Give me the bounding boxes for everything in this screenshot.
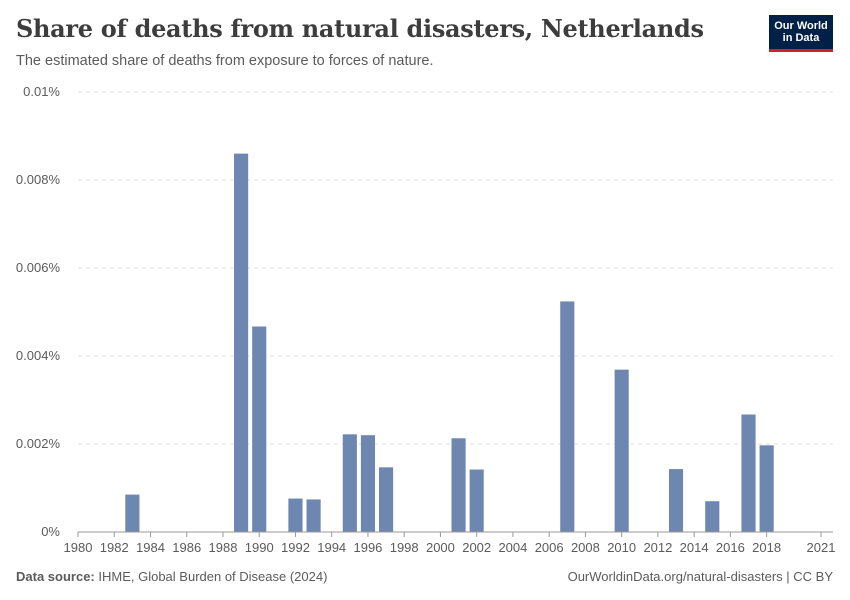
y-tick-label: 0.01%	[23, 84, 60, 99]
bar-2002[interactable]	[469, 469, 484, 532]
x-tick-label: 1984	[136, 540, 165, 555]
y-tick-label: 0.004%	[16, 348, 61, 363]
x-tick-label: 2021	[807, 540, 836, 555]
x-tick-label: 2006	[535, 540, 564, 555]
x-tick-label: 2018	[752, 540, 781, 555]
footer-links: OurWorldinData.org/natural-disasters | C…	[568, 569, 833, 584]
x-tick-label: 2014	[680, 540, 709, 555]
x-tick-label: 2000	[426, 540, 455, 555]
bar-2018[interactable]	[759, 445, 774, 532]
y-tick-label: 0.006%	[16, 260, 61, 275]
bar-2007[interactable]	[560, 301, 575, 532]
chart-subtitle: The estimated share of deaths from expos…	[16, 53, 434, 69]
footer-separator: |	[782, 569, 794, 584]
logo-line-1: Our World	[774, 20, 828, 32]
bar-1993[interactable]	[306, 499, 321, 532]
x-tick-label: 1990	[245, 540, 274, 555]
license-link[interactable]: CC BY	[793, 569, 833, 584]
bar-1996[interactable]	[360, 435, 376, 532]
y-tick-label: 0%	[41, 524, 60, 539]
x-tick-label: 2016	[716, 540, 745, 555]
source-link[interactable]: OurWorldinData.org/natural-disasters	[567, 569, 783, 584]
x-tick-label: 1986	[172, 540, 201, 555]
bar-2013[interactable]	[668, 469, 684, 532]
bar-1992[interactable]	[288, 498, 303, 532]
x-tick-label: 2012	[643, 540, 672, 555]
bar-1983[interactable]	[125, 494, 140, 532]
x-tick-label: 1982	[100, 540, 129, 555]
data-source: Data source: IHME, Global Burden of Dise…	[16, 569, 327, 584]
x-tick-label: 1992	[281, 540, 310, 555]
x-tick-label: 2002	[462, 540, 491, 555]
bar-2001[interactable]	[451, 438, 466, 532]
y-tick-label: 0.002%	[16, 436, 61, 451]
x-tick-label: 2008	[571, 540, 600, 555]
x-tick-label: 2010	[607, 540, 636, 555]
bars	[125, 153, 774, 532]
x-tick-label: 1988	[209, 540, 238, 555]
bar-2015[interactable]	[705, 501, 720, 532]
bar-1990[interactable]	[252, 326, 267, 532]
x-tick-label: 1996	[353, 540, 382, 555]
bar-1997[interactable]	[379, 467, 394, 532]
bar-2017[interactable]	[741, 414, 756, 532]
chart-title: Share of deaths from natural disasters, …	[16, 14, 704, 43]
x-tick-label: 1980	[64, 540, 93, 555]
x-axis-ticks: 1980 1982 1984 1986 1988 1990 1992 1994 1996 1998…	[64, 532, 836, 555]
bar-chart: 0% 0.002% 0.004% 0.006% 0.008% 0.01% 1980 1982…	[16, 84, 836, 555]
grid-lines	[78, 91, 833, 445]
owid-logo[interactable]: Our World in Data	[769, 15, 833, 52]
y-axis-tick-labels: 0% 0.002% 0.004% 0.006% 0.008% 0.01%	[16, 84, 61, 539]
x-tick-label: 2004	[498, 540, 527, 555]
logo-line-2: in Data	[782, 32, 820, 44]
x-tick-label: 1994	[317, 540, 346, 555]
bar-1989[interactable]	[234, 153, 249, 532]
y-tick-label: 0.008%	[16, 172, 61, 187]
x-tick-label: 1998	[390, 540, 419, 555]
bar-2010[interactable]	[614, 369, 629, 532]
bar-1995[interactable]	[342, 434, 357, 532]
data-source-label: Data source:	[16, 569, 95, 584]
data-source-text: IHME, Global Burden of Disease (2024)	[98, 569, 328, 584]
